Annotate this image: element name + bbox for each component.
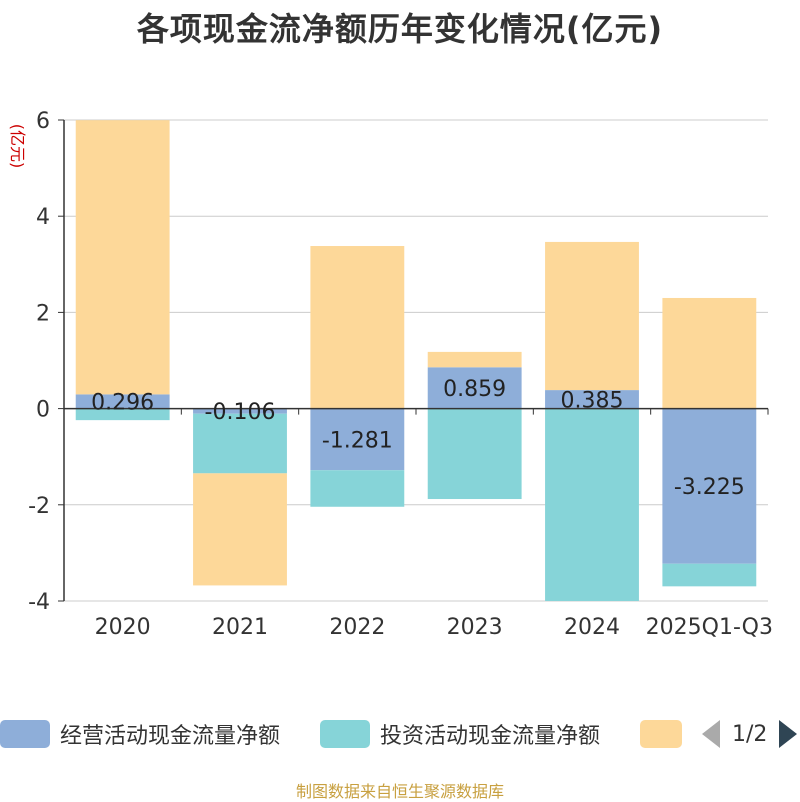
- bar-investing: [75, 408, 170, 421]
- bar-operating: [662, 408, 757, 564]
- bar-investing: [427, 408, 522, 500]
- bar-operating: [193, 408, 287, 414]
- prev-page-icon[interactable]: [702, 720, 720, 748]
- next-page-icon[interactable]: [779, 720, 798, 748]
- y-tick-label: 6: [36, 109, 50, 134]
- y-tick-label: 2: [36, 301, 50, 326]
- bar-investing: [310, 470, 405, 507]
- x-tick-label: 2022: [329, 615, 385, 640]
- data-label: 0.296: [91, 390, 154, 415]
- bar-operating: [310, 408, 405, 471]
- x-tick-label: 2021: [212, 615, 268, 640]
- data-label: 0.385: [561, 388, 624, 413]
- bar-financing: [662, 297, 757, 409]
- legend-swatch-financing: [640, 720, 682, 748]
- bar-investing: [193, 413, 287, 474]
- legend-item-investing[interactable]: 投资活动现金流量净额: [320, 712, 600, 756]
- bar-operating: [75, 394, 170, 409]
- legend-item-financing[interactable]: [640, 712, 692, 756]
- bar-financing: [427, 351, 522, 368]
- y-tick-label: 0: [36, 398, 50, 423]
- x-tick-label: 2023: [447, 615, 503, 640]
- legend-swatch-investing: [320, 720, 370, 748]
- data-label: -1.281: [322, 428, 393, 453]
- legend-item-operating[interactable]: 经营活动现金流量净额: [0, 712, 280, 756]
- data-label: -0.106: [205, 400, 276, 425]
- legend: 经营活动现金流量净额 投资活动现金流量净额 1/2: [0, 712, 800, 756]
- bar-investing: [545, 408, 639, 601]
- legend-label-investing: 投资活动现金流量净额: [380, 724, 601, 749]
- y-tick-label: 4: [36, 205, 50, 230]
- bar-operating: [545, 390, 639, 409]
- legend-swatch-operating: [0, 720, 50, 748]
- bar-financing: [75, 120, 170, 395]
- data-label: -3.225: [674, 475, 745, 500]
- legend-pager: 1/2: [702, 712, 798, 756]
- y-tick-label: -2: [28, 494, 50, 519]
- data-label: 0.859: [443, 377, 506, 402]
- x-tick-label: 2020: [95, 615, 151, 640]
- chart-title: 各项现金流净额历年变化情况(亿元): [136, 10, 664, 48]
- bar-financing: [545, 241, 639, 391]
- chart-canvas: -4 -2 0 2 4 6 (亿元) 2020 2021 2022 2023 2024 2025Q1-Q…: [8, 109, 773, 640]
- bar-financing: [310, 246, 405, 409]
- bar-financing: [193, 473, 287, 586]
- data-source-note: 制图数据来自恒生聚源数据库: [295, 782, 504, 801]
- x-tick-label: 2025Q1-Q3: [646, 615, 773, 640]
- y-tick-label: -4: [28, 590, 50, 615]
- bar-operating: [427, 367, 522, 409]
- y-axis-title: (亿元): [8, 124, 27, 169]
- legend-page-indicator: 1/2: [732, 721, 768, 747]
- bar-investing: [662, 563, 757, 587]
- x-tick-label: 2024: [564, 615, 620, 640]
- legend-label-operating: 经营活动现金流量净额: [60, 724, 281, 749]
